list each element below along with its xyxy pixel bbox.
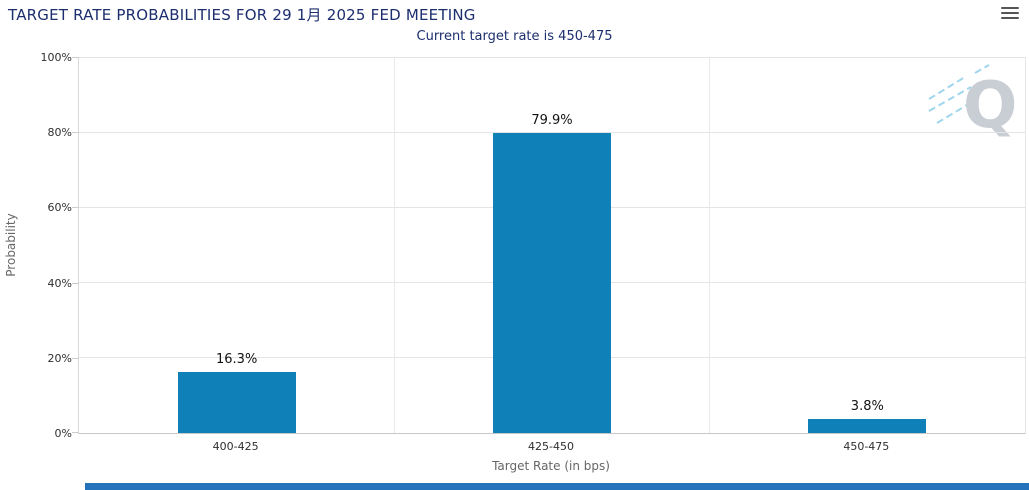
x-axis-tick-label: 400-425 (212, 440, 259, 453)
x-axis-labels: 400-425 425-450 450-475 (78, 440, 1024, 453)
bottom-scrollbar[interactable] (85, 483, 1029, 490)
bar-value-label: 3.8% (850, 398, 884, 414)
x-axis-tick-label: 425-450 (528, 440, 574, 453)
watermark-q-letter: Q (963, 69, 1017, 143)
bar-value-label: 16.3% (216, 351, 258, 367)
bar-425-450[interactable] (493, 132, 611, 433)
y-axis-tick (72, 57, 79, 58)
bar-450-475[interactable] (808, 418, 927, 433)
gridline-horizontal (79, 57, 1025, 58)
watermark-q-logo: Q (928, 64, 1017, 143)
chart-subtitle: Current target rate is 450-475 (416, 29, 613, 44)
gridline-horizontal (79, 131, 1025, 133)
y-axis-tick-label: 20% (47, 351, 72, 365)
y-axis-tick-label: 100% (40, 51, 72, 64)
gridline-vertical (709, 57, 711, 433)
x-axis-title: Target Rate (in bps) (492, 459, 610, 473)
x-axis-tick-label: 450-475 (843, 440, 890, 453)
gridline-vertical (393, 57, 395, 433)
hamburger-menu-icon[interactable] (1001, 7, 1021, 22)
y-axis-tick (72, 357, 79, 359)
y-axis-tick-label: 80% (47, 126, 72, 140)
y-axis-tick-label: 60% (47, 201, 72, 215)
y-axis-tick-label: 0% (54, 427, 72, 440)
y-axis-tick-label: 40% (47, 276, 72, 290)
chart-title: TARGET RATE PROBABILITIES FOR 29 1月 2025… (8, 6, 476, 24)
y-axis-tick (72, 282, 79, 284)
bar-400-425[interactable] (177, 371, 296, 433)
plot-area: Q 16.3% 79.9% 3.8% (72, 57, 1026, 434)
y-axis-tick (72, 207, 79, 209)
bar-value-label: 79.9% (531, 112, 573, 128)
y-axis-tick (72, 132, 79, 134)
y-axis-labels: 0% 20% 40% 60% 80% 100% (0, 51, 72, 440)
y-axis-tick (72, 432, 79, 433)
